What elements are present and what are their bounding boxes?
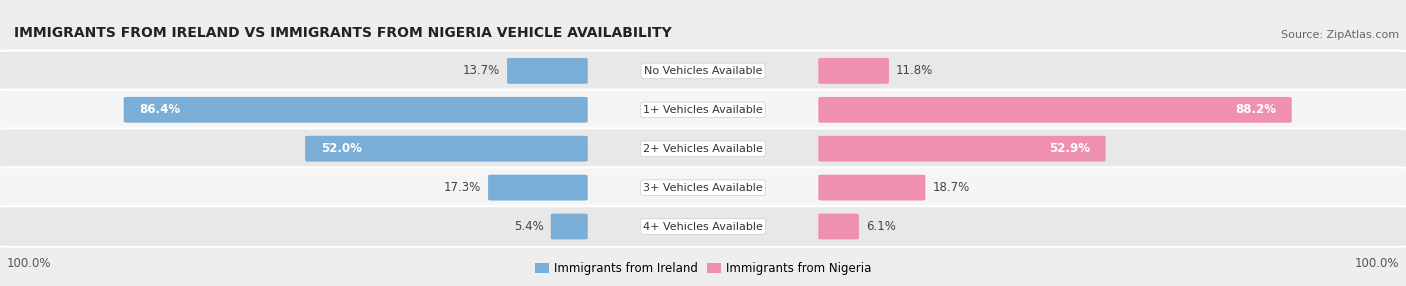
FancyBboxPatch shape [818, 58, 889, 84]
Legend: Immigrants from Ireland, Immigrants from Nigeria: Immigrants from Ireland, Immigrants from… [530, 258, 876, 280]
Text: 2+ Vehicles Available: 2+ Vehicles Available [643, 144, 763, 154]
Text: 13.7%: 13.7% [463, 64, 501, 78]
FancyBboxPatch shape [488, 175, 588, 200]
FancyBboxPatch shape [551, 214, 588, 239]
FancyBboxPatch shape [818, 97, 1292, 123]
FancyBboxPatch shape [818, 214, 859, 239]
FancyBboxPatch shape [818, 136, 1105, 162]
Text: 4+ Vehicles Available: 4+ Vehicles Available [643, 222, 763, 231]
FancyBboxPatch shape [0, 167, 1406, 208]
Text: 100.0%: 100.0% [7, 257, 52, 270]
FancyBboxPatch shape [0, 206, 1406, 247]
Text: Source: ZipAtlas.com: Source: ZipAtlas.com [1281, 30, 1399, 40]
Text: 1+ Vehicles Available: 1+ Vehicles Available [643, 105, 763, 115]
FancyBboxPatch shape [124, 97, 588, 123]
Text: 100.0%: 100.0% [1354, 257, 1399, 270]
Text: 88.2%: 88.2% [1236, 103, 1277, 116]
FancyBboxPatch shape [818, 175, 925, 200]
Text: 11.8%: 11.8% [896, 64, 934, 78]
Text: 17.3%: 17.3% [444, 181, 481, 194]
FancyBboxPatch shape [305, 136, 588, 162]
FancyBboxPatch shape [0, 51, 1406, 91]
FancyBboxPatch shape [0, 128, 1406, 169]
Text: IMMIGRANTS FROM IRELAND VS IMMIGRANTS FROM NIGERIA VEHICLE AVAILABILITY: IMMIGRANTS FROM IRELAND VS IMMIGRANTS FR… [14, 26, 672, 40]
Text: 3+ Vehicles Available: 3+ Vehicles Available [643, 183, 763, 192]
Text: 52.0%: 52.0% [321, 142, 361, 155]
FancyBboxPatch shape [508, 58, 588, 84]
Text: 5.4%: 5.4% [515, 220, 544, 233]
Text: 86.4%: 86.4% [139, 103, 180, 116]
Text: 6.1%: 6.1% [866, 220, 896, 233]
Text: 52.9%: 52.9% [1049, 142, 1090, 155]
Text: 18.7%: 18.7% [932, 181, 970, 194]
Text: No Vehicles Available: No Vehicles Available [644, 66, 762, 76]
FancyBboxPatch shape [0, 90, 1406, 130]
